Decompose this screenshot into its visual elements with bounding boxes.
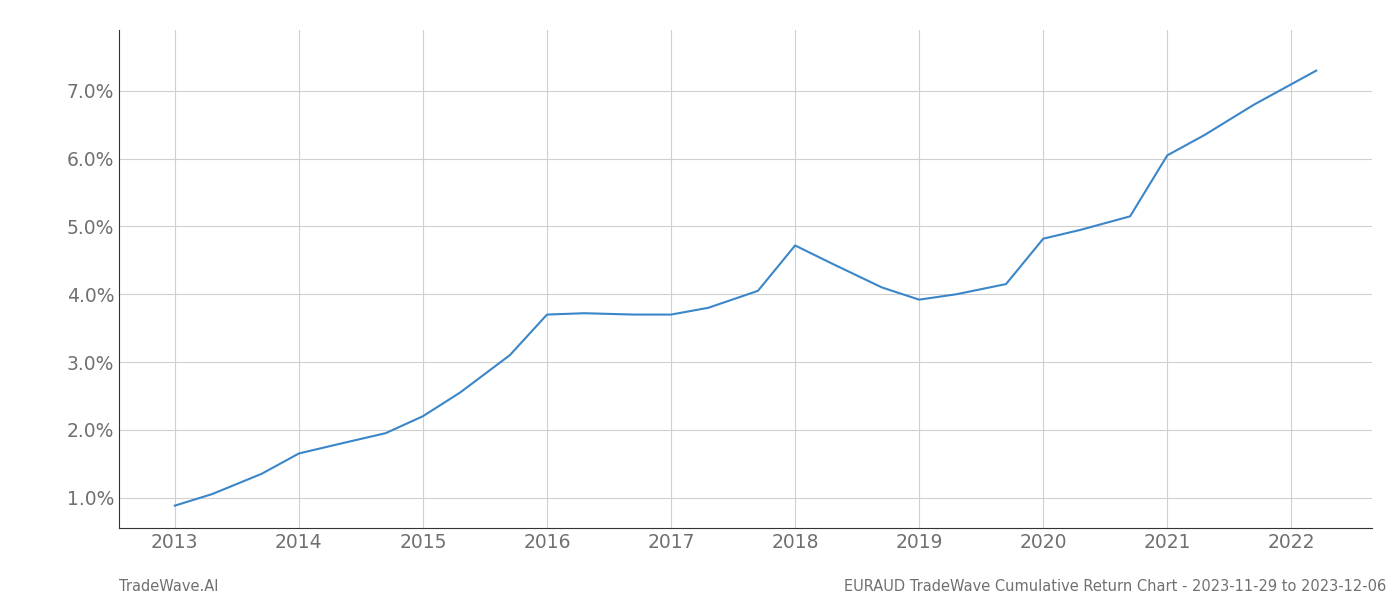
Text: EURAUD TradeWave Cumulative Return Chart - 2023-11-29 to 2023-12-06: EURAUD TradeWave Cumulative Return Chart… [844, 579, 1386, 594]
Text: TradeWave.AI: TradeWave.AI [119, 579, 218, 594]
